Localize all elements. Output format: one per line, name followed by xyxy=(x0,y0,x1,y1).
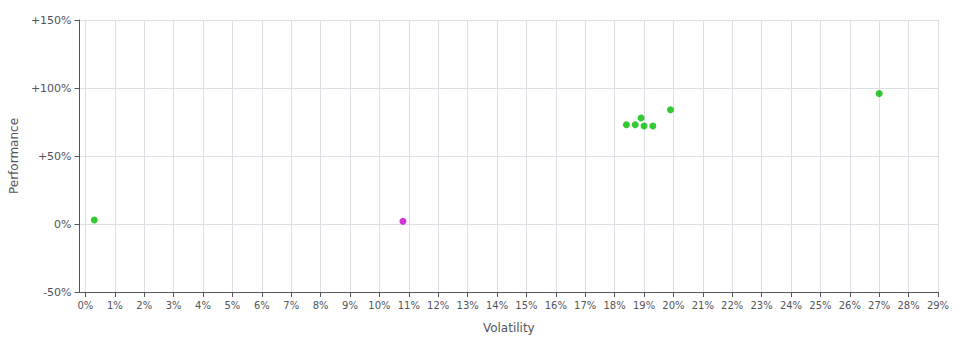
svg-text:23%: 23% xyxy=(750,300,772,311)
svg-text:1%: 1% xyxy=(107,300,123,311)
svg-text:8%: 8% xyxy=(313,300,329,311)
svg-text:24%: 24% xyxy=(780,300,802,311)
svg-text:15%: 15% xyxy=(515,300,537,311)
svg-text:9%: 9% xyxy=(342,300,358,311)
svg-text:7%: 7% xyxy=(283,300,299,311)
svg-text:+150%: +150% xyxy=(31,14,72,27)
svg-text:26%: 26% xyxy=(839,300,861,311)
svg-text:+100%: +100% xyxy=(31,82,72,95)
svg-text:27%: 27% xyxy=(868,300,890,311)
svg-text:18%: 18% xyxy=(603,300,625,311)
svg-text:22%: 22% xyxy=(721,300,743,311)
svg-text:20%: 20% xyxy=(662,300,684,311)
svg-text:3%: 3% xyxy=(166,300,182,311)
svg-text:28%: 28% xyxy=(897,300,919,311)
svg-text:6%: 6% xyxy=(254,300,270,311)
svg-text:2%: 2% xyxy=(136,300,152,311)
svg-text:29%: 29% xyxy=(927,300,949,311)
svg-text:-50%: -50% xyxy=(43,286,71,299)
svg-text:0%: 0% xyxy=(78,300,94,311)
svg-text:19%: 19% xyxy=(633,300,655,311)
svg-text:+50%: +50% xyxy=(38,150,72,163)
svg-text:16%: 16% xyxy=(545,300,567,311)
svg-text:25%: 25% xyxy=(809,300,831,311)
svg-text:5%: 5% xyxy=(224,300,240,311)
svg-text:10%: 10% xyxy=(368,300,390,311)
svg-text:21%: 21% xyxy=(692,300,714,311)
svg-text:Volatility: Volatility xyxy=(483,321,535,335)
svg-text:13%: 13% xyxy=(457,300,479,311)
svg-text:11%: 11% xyxy=(398,300,420,311)
svg-text:Performance: Performance xyxy=(7,118,21,194)
svg-text:12%: 12% xyxy=(427,300,449,311)
svg-text:4%: 4% xyxy=(195,300,211,311)
svg-text:17%: 17% xyxy=(574,300,596,311)
svg-text:14%: 14% xyxy=(486,300,508,311)
svg-text:0%: 0% xyxy=(54,218,71,231)
